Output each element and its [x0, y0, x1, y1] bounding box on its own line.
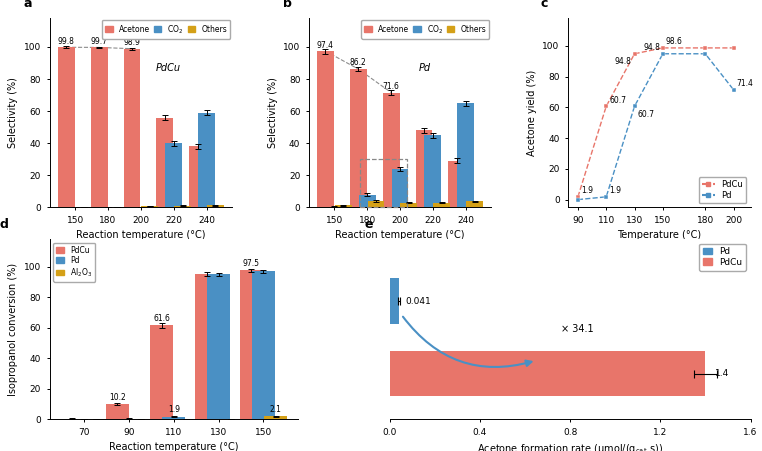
Text: 1.9: 1.9: [168, 405, 180, 414]
Legend: Acetone, CO$_2$, Others: Acetone, CO$_2$, Others: [361, 20, 489, 39]
Bar: [383, 92, 399, 207]
X-axis label: Reaction temperature (°C): Reaction temperature (°C): [335, 230, 465, 240]
Y-axis label: Acetone yield (%): Acetone yield (%): [527, 69, 537, 156]
Bar: [457, 103, 474, 207]
Text: 60.7: 60.7: [637, 110, 655, 119]
Text: 60.7: 60.7: [609, 96, 626, 105]
Bar: [240, 270, 263, 419]
Bar: [424, 135, 441, 207]
Bar: [415, 130, 433, 207]
Bar: [390, 350, 706, 396]
Text: 1.9: 1.9: [581, 186, 593, 195]
Bar: [150, 325, 173, 419]
Bar: [449, 161, 466, 207]
Bar: [367, 201, 385, 207]
Bar: [207, 205, 224, 207]
Text: 2.1: 2.1: [270, 405, 281, 414]
Bar: [401, 202, 418, 207]
Bar: [392, 169, 408, 207]
Text: 98.6: 98.6: [666, 37, 683, 46]
Text: 1.4: 1.4: [715, 369, 728, 378]
Legend: Acetone, CO$_2$, Others: Acetone, CO$_2$, Others: [102, 20, 230, 39]
Bar: [466, 201, 483, 207]
Text: 99.8: 99.8: [58, 37, 75, 46]
Text: Pd: Pd: [418, 63, 431, 73]
Text: d: d: [0, 218, 8, 231]
Text: 71.6: 71.6: [383, 82, 399, 91]
Text: × 34.1: × 34.1: [561, 324, 594, 334]
Bar: [252, 271, 275, 419]
Text: 99.7: 99.7: [91, 37, 107, 46]
Bar: [162, 417, 185, 419]
Text: e: e: [364, 218, 373, 231]
Bar: [123, 49, 140, 207]
Bar: [264, 416, 287, 419]
Text: c: c: [540, 0, 548, 9]
Bar: [165, 143, 182, 207]
Bar: [350, 69, 367, 207]
Bar: [207, 274, 230, 419]
Text: 94.8: 94.8: [615, 57, 632, 66]
Bar: [317, 51, 334, 207]
X-axis label: Temperature (°C): Temperature (°C): [617, 230, 701, 240]
Text: 98.9: 98.9: [123, 38, 140, 47]
Bar: [189, 147, 206, 207]
Bar: [195, 274, 218, 419]
Bar: [434, 202, 450, 207]
Y-axis label: Selectivity (%): Selectivity (%): [8, 77, 18, 148]
Text: 94.8: 94.8: [643, 43, 660, 52]
Bar: [58, 47, 75, 207]
Text: b: b: [283, 0, 292, 9]
Bar: [91, 47, 107, 207]
Text: 10.2: 10.2: [109, 392, 126, 401]
Text: 61.6: 61.6: [153, 314, 170, 323]
X-axis label: Reaction temperature (°C): Reaction temperature (°C): [76, 230, 206, 240]
Text: 97.5: 97.5: [243, 259, 260, 268]
Text: 71.4: 71.4: [736, 79, 754, 88]
Legend: PdCu, Pd, Al$_2$O$_3$: PdCu, Pd, Al$_2$O$_3$: [53, 243, 95, 282]
Y-axis label: Selectivity (%): Selectivity (%): [267, 77, 277, 148]
Bar: [360, 159, 407, 207]
Bar: [174, 206, 191, 207]
Text: a: a: [24, 0, 33, 9]
Bar: [390, 278, 399, 324]
Text: 86.2: 86.2: [350, 59, 367, 68]
Bar: [106, 404, 129, 419]
Text: 1.9: 1.9: [609, 186, 621, 195]
Legend: PdCu, Pd: PdCu, Pd: [699, 177, 747, 203]
Legend: Pd, PdCu: Pd, PdCu: [700, 244, 746, 271]
Bar: [359, 195, 376, 207]
Y-axis label: Isopropanol conversion (%): Isopropanol conversion (%): [8, 262, 18, 396]
Bar: [198, 113, 215, 207]
Bar: [335, 205, 351, 207]
X-axis label: Acetone formation rate (μmol/(g$_{\mathrm{cat}}$ s)): Acetone formation rate (μmol/(g$_{\mathr…: [477, 442, 663, 451]
Text: 0.041: 0.041: [406, 297, 431, 306]
Bar: [141, 206, 158, 207]
Text: PdCu: PdCu: [155, 63, 181, 73]
Bar: [156, 118, 173, 207]
X-axis label: Reaction temperature (°C): Reaction temperature (°C): [109, 442, 239, 451]
Text: 97.4: 97.4: [317, 41, 334, 50]
